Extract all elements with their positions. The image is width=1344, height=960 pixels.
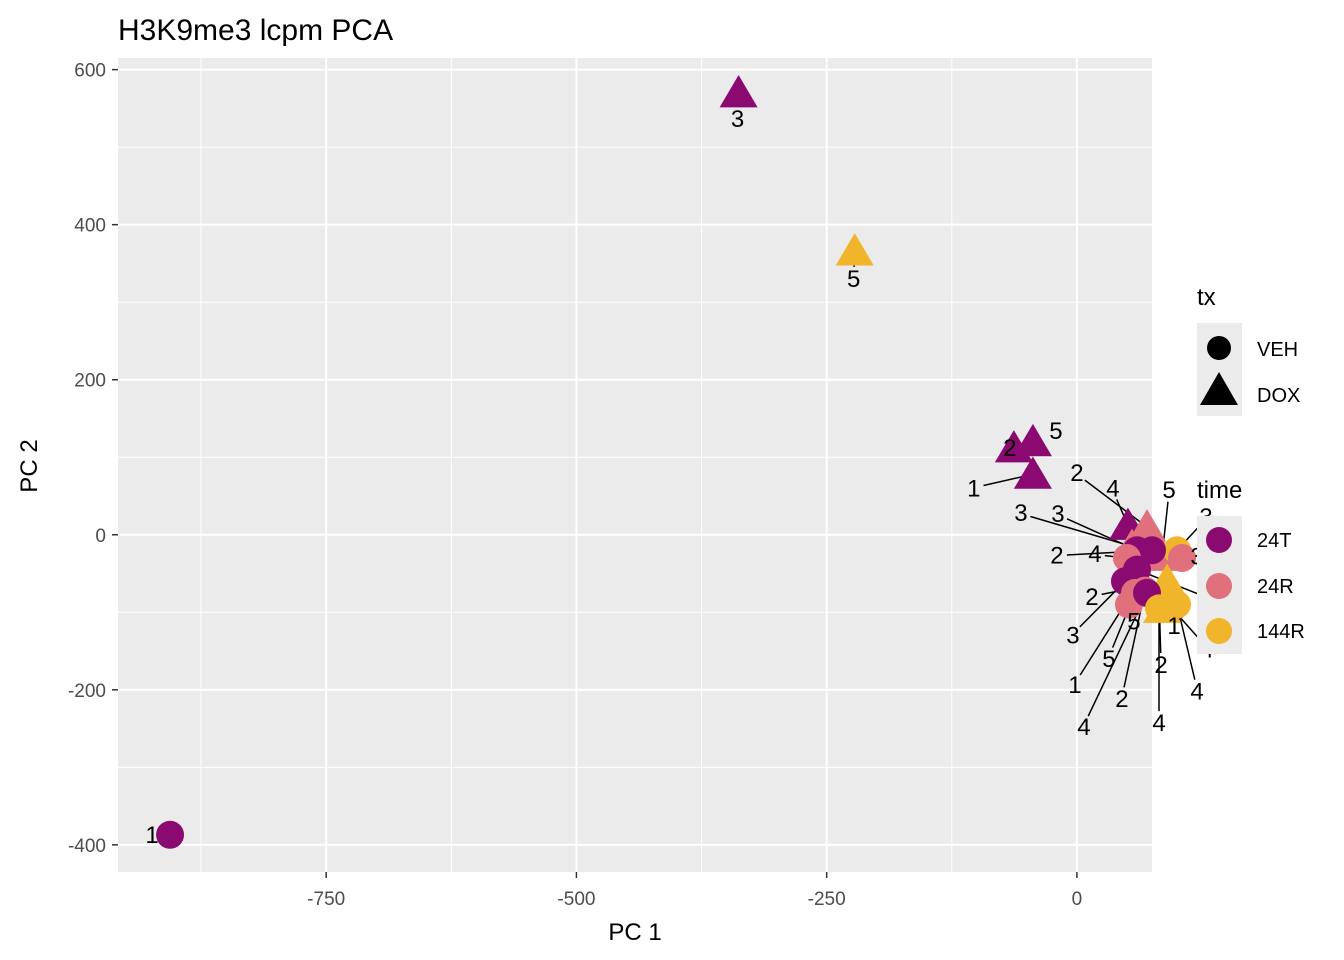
point-label: 2: [1154, 652, 1167, 679]
point-label: 2: [1115, 686, 1128, 713]
y-tick-label: 600: [74, 61, 106, 82]
label-connector: [1084, 479, 1148, 528]
point-label: 1: [967, 475, 980, 502]
point-label: 2: [1085, 584, 1098, 611]
point-label: 5: [847, 266, 860, 293]
x-axis-label: PC 1: [608, 919, 661, 946]
dox-point: [835, 233, 874, 266]
y-tick-label: -400: [68, 836, 106, 857]
point-label: 1: [1068, 672, 1081, 699]
plot-panel: [118, 58, 1152, 872]
legend-tx-title: tx: [1197, 284, 1216, 311]
label-connector: [1030, 515, 1133, 548]
veh-point: [1138, 536, 1166, 565]
point-label: 1: [1167, 613, 1180, 640]
dox-point: [1127, 509, 1167, 542]
point-label: 5: [1049, 418, 1062, 445]
grid-major: [118, 58, 1152, 872]
point-label: 4: [1088, 541, 1101, 568]
point-label: 5: [1102, 646, 1115, 673]
point-label: 3: [1014, 500, 1027, 527]
point-label: 5: [1127, 609, 1140, 636]
point-label: 2: [1003, 435, 1016, 462]
point-label: 5: [1162, 477, 1175, 504]
x-axis: -750 -500 -250 0: [307, 872, 1082, 910]
y-axis-label: PC 2: [16, 439, 43, 492]
legend-24r-label: 24R: [1257, 576, 1294, 598]
legend-time-title: time: [1197, 477, 1242, 504]
veh-point: [1145, 594, 1174, 623]
legend-24t-label: 24T: [1257, 530, 1291, 552]
chart-title: H3K9me3 lcpm PCA: [118, 14, 393, 47]
y-tick-label: -200: [68, 681, 106, 702]
point-label: 3: [1051, 501, 1064, 528]
legend-24t-swatch: [1206, 527, 1232, 553]
veh-point: [1168, 544, 1197, 573]
point-labels: 3512514253333245235411522444: [145, 106, 1213, 849]
legend-dox-label: DOX: [1257, 385, 1300, 407]
y-tick-label: 200: [74, 371, 106, 392]
x-tick-label: -500: [557, 889, 595, 910]
point-label: 3: [1066, 623, 1079, 650]
legend-time: time 24T 24R 144R: [1197, 477, 1305, 654]
legend-tx: tx VEH DOX: [1197, 284, 1300, 416]
legend-144r-swatch: [1206, 618, 1232, 644]
point-label: 2: [1050, 543, 1063, 570]
grid-minor: [118, 58, 1152, 872]
legend-dox-symbol: [1200, 372, 1238, 405]
x-tick-label: -250: [808, 889, 846, 910]
x-tick-label: -750: [307, 889, 345, 910]
x-tick-label: 0: [1072, 889, 1083, 910]
data-points: [156, 75, 1197, 849]
veh-point: [156, 820, 185, 849]
legend-24r-swatch: [1206, 573, 1232, 599]
point-label: 3: [731, 106, 744, 133]
point-label: 4: [1077, 714, 1090, 741]
legend-veh-symbol: [1207, 336, 1231, 360]
dox-point: [719, 75, 758, 108]
dox-point: [1013, 423, 1052, 457]
point-label: 2: [1070, 460, 1083, 487]
point-label: 4: [1190, 678, 1203, 705]
y-axis: 600 400 200 0 -200 -400: [68, 61, 118, 857]
legend-144r-label: 144R: [1257, 621, 1305, 643]
y-tick-label: 0: [95, 526, 106, 547]
point-label: 1: [145, 822, 158, 849]
y-tick-label: 400: [74, 216, 106, 237]
point-label: 4: [1106, 475, 1119, 502]
point-label: 4: [1152, 710, 1165, 737]
dox-point: [1013, 456, 1052, 489]
legend-veh-label: VEH: [1257, 339, 1298, 361]
